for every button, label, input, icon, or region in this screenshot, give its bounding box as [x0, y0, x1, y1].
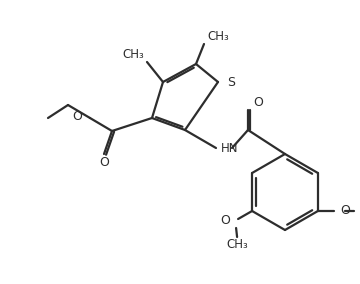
Text: O: O — [340, 204, 350, 218]
Text: O: O — [99, 156, 109, 168]
Text: O: O — [220, 214, 230, 227]
Text: CH₃: CH₃ — [207, 30, 229, 43]
Text: O: O — [253, 95, 263, 108]
Text: O: O — [72, 110, 82, 124]
Text: S: S — [227, 76, 235, 89]
Text: CH₃: CH₃ — [226, 239, 248, 252]
Text: HN: HN — [221, 143, 238, 156]
Text: CH₃: CH₃ — [122, 49, 144, 62]
